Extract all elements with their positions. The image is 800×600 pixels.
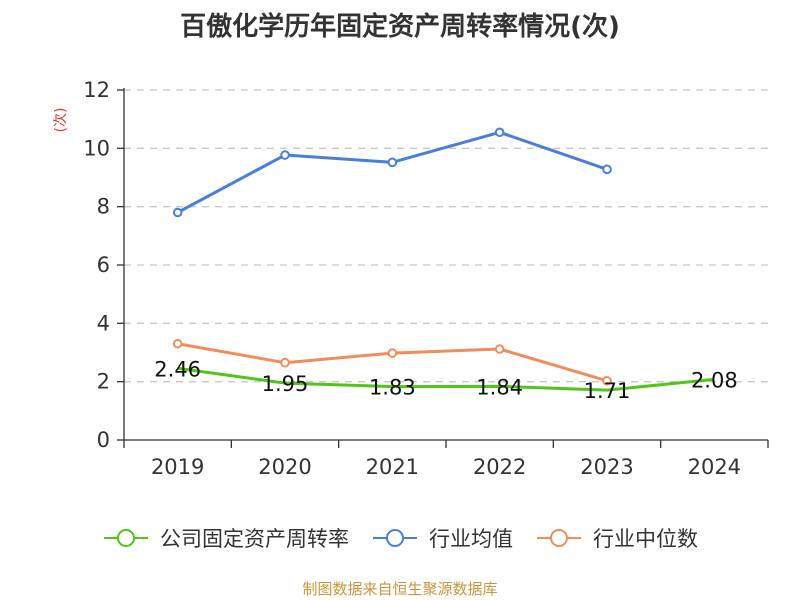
data-point bbox=[172, 207, 183, 218]
legend-marker-company bbox=[104, 529, 148, 547]
legend: 公司固定资产周转率 行业均值 行业中位数 bbox=[0, 520, 800, 556]
y-tick-label: 6 bbox=[97, 253, 110, 277]
legend-marker-industry-median bbox=[537, 529, 581, 547]
data-point bbox=[602, 164, 612, 175]
data-label: 2.46 bbox=[154, 357, 201, 381]
y-tick-label: 12 bbox=[83, 78, 110, 102]
x-tick-label: 2019 bbox=[151, 455, 204, 479]
x-tick-label: 2024 bbox=[688, 455, 741, 479]
data-point bbox=[280, 150, 290, 160]
legend-item-industry-median[interactable]: 行业中位数 bbox=[535, 523, 698, 553]
data-point bbox=[387, 348, 398, 358]
x-tick-label: 2022 bbox=[473, 455, 526, 479]
line-chart: 0 2 4 6 8 10 12 2019 2020 2021 2022 2023 2024 2.46 1.9… bbox=[83, 78, 769, 479]
legend-label-company: 公司固定资产周转率 bbox=[160, 527, 349, 551]
data-label: 1.84 bbox=[476, 375, 523, 399]
y-tick-label: 4 bbox=[97, 311, 110, 335]
legend-label-industry-median: 行业中位数 bbox=[593, 527, 698, 551]
data-point bbox=[387, 157, 398, 168]
y-tick-label: 2 bbox=[97, 370, 110, 394]
data-point bbox=[494, 344, 505, 354]
data-point bbox=[494, 127, 505, 138]
series-line bbox=[177, 366, 715, 392]
data-point bbox=[172, 338, 183, 349]
y-tick-label: 8 bbox=[97, 195, 110, 219]
x-tick-label: 2023 bbox=[580, 455, 633, 479]
data-label: 1.95 bbox=[262, 372, 309, 396]
data-label: 1.83 bbox=[369, 376, 416, 400]
x-tick-label: 2021 bbox=[366, 455, 419, 479]
chart-title: 百傲化学历年固定资产周转率情况(次) bbox=[180, 12, 620, 42]
data-source-note: 制图数据来自恒生聚源数据库 bbox=[302, 580, 498, 598]
data-point bbox=[602, 375, 612, 386]
legend-item-company[interactable]: 公司固定资产周转率 bbox=[102, 523, 349, 553]
x-tick-label: 2020 bbox=[258, 455, 311, 479]
legend-item-industry-mean[interactable]: 行业均值 bbox=[371, 523, 513, 553]
y-tick-label: 0 bbox=[97, 428, 110, 452]
data-point bbox=[280, 357, 290, 368]
legend-marker-industry-mean bbox=[373, 529, 417, 547]
data-label: 1.71 bbox=[584, 379, 631, 403]
data-label: 2.08 bbox=[691, 368, 738, 392]
series-line bbox=[176, 130, 608, 214]
legend-label-industry-mean: 行业均值 bbox=[429, 527, 513, 551]
y-tick-label: 10 bbox=[83, 136, 110, 160]
